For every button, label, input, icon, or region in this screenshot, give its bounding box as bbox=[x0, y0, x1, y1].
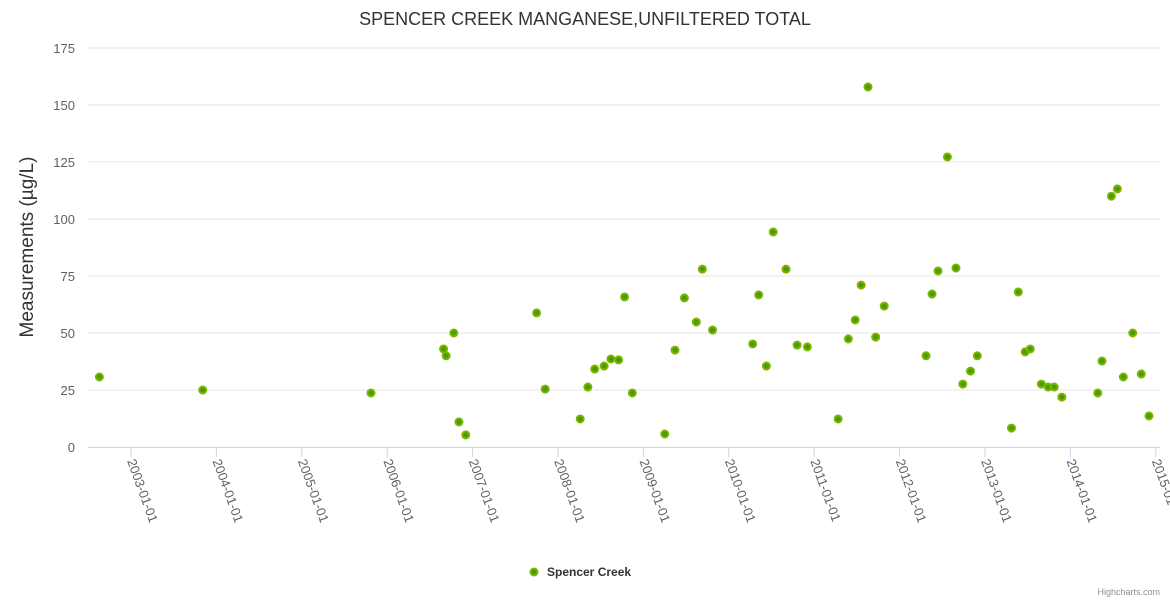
data-point bbox=[1006, 423, 1016, 433]
credits-link[interactable]: Highcharts.com bbox=[1097, 587, 1160, 597]
data-point bbox=[965, 366, 975, 376]
data-point bbox=[583, 382, 593, 392]
y-tick-label: 175 bbox=[53, 41, 75, 56]
data-point bbox=[606, 354, 616, 364]
data-point bbox=[454, 417, 464, 427]
data-point bbox=[761, 361, 771, 371]
data-point bbox=[697, 264, 707, 274]
y-axis-title: Measurements (µg/L) bbox=[17, 157, 38, 338]
data-point bbox=[754, 290, 764, 300]
y-tick-label: 100 bbox=[53, 212, 75, 227]
data-point bbox=[863, 82, 873, 92]
x-tick-label: 2004-01-01 bbox=[210, 457, 247, 525]
data-point bbox=[1093, 388, 1103, 398]
x-tick-label: 2007-01-01 bbox=[466, 457, 503, 525]
data-point bbox=[1128, 328, 1138, 338]
data-point bbox=[590, 364, 600, 374]
data-point bbox=[942, 152, 952, 162]
data-point bbox=[1097, 356, 1107, 366]
data-point bbox=[856, 280, 866, 290]
data-point bbox=[927, 289, 937, 299]
data-point bbox=[441, 351, 451, 361]
data-point bbox=[660, 429, 670, 439]
data-point bbox=[833, 414, 843, 424]
data-point bbox=[708, 325, 718, 335]
data-point bbox=[1106, 191, 1116, 201]
data-point bbox=[599, 361, 609, 371]
data-point bbox=[850, 315, 860, 325]
x-tick-label: 2006-01-01 bbox=[380, 457, 417, 525]
x-tick-label: 2005-01-01 bbox=[295, 457, 332, 525]
x-tick-label: 2012-01-01 bbox=[893, 457, 930, 525]
x-tick-label: 2011-01-01 bbox=[807, 457, 844, 524]
y-tick-label: 75 bbox=[61, 269, 75, 284]
x-tick-label: 2009-01-01 bbox=[637, 457, 674, 525]
data-point bbox=[1144, 411, 1154, 421]
data-point bbox=[627, 388, 637, 398]
x-tick-label: 2013-01-01 bbox=[978, 457, 1015, 525]
data-point bbox=[871, 332, 881, 342]
data-point bbox=[1136, 369, 1146, 379]
data-point bbox=[921, 351, 931, 361]
legend-item-spencer-creek[interactable]: Spencer Creek bbox=[529, 565, 632, 579]
data-point bbox=[532, 308, 542, 318]
data-point bbox=[679, 293, 689, 303]
data-point bbox=[620, 292, 630, 302]
y-tick-label: 150 bbox=[53, 98, 75, 113]
data-point bbox=[843, 334, 853, 344]
legend-label: Spencer Creek bbox=[547, 565, 631, 579]
data-point bbox=[449, 328, 459, 338]
data-point bbox=[198, 385, 208, 395]
x-tick-label: 2003-01-01 bbox=[124, 457, 161, 525]
data-point bbox=[94, 372, 104, 382]
data-point bbox=[802, 342, 812, 352]
x-tick-label: 2008-01-01 bbox=[551, 457, 588, 525]
x-tick-label: 2010-01-01 bbox=[722, 457, 759, 525]
data-point bbox=[1057, 392, 1067, 402]
data-point bbox=[366, 388, 376, 398]
data-point bbox=[461, 430, 471, 440]
x-tick-label: 2015-01-01 bbox=[1149, 457, 1170, 525]
data-point bbox=[1049, 382, 1059, 392]
data-point bbox=[670, 345, 680, 355]
data-point bbox=[1112, 184, 1122, 194]
data-point bbox=[792, 340, 802, 350]
data-point bbox=[972, 351, 982, 361]
y-tick-label: 0 bbox=[68, 440, 75, 455]
chart-title: SPENCER CREEK MANGANESE,UNFILTERED TOTAL bbox=[359, 9, 811, 29]
x-tick-label: 2014-01-01 bbox=[1064, 457, 1101, 525]
y-tick-label: 125 bbox=[53, 155, 75, 170]
data-point bbox=[768, 227, 778, 237]
data-point bbox=[540, 384, 550, 394]
data-point bbox=[958, 379, 968, 389]
legend-marker bbox=[529, 567, 539, 577]
data-point bbox=[614, 355, 624, 365]
y-tick-label: 50 bbox=[61, 326, 75, 341]
data-point bbox=[1013, 287, 1023, 297]
data-point bbox=[879, 301, 889, 311]
data-point bbox=[748, 339, 758, 349]
data-point bbox=[575, 414, 585, 424]
data-point bbox=[933, 266, 943, 276]
data-point bbox=[1025, 344, 1035, 354]
data-point bbox=[781, 264, 791, 274]
data-point bbox=[1118, 372, 1128, 382]
data-point bbox=[691, 317, 701, 327]
data-point bbox=[951, 263, 961, 273]
y-tick-label: 25 bbox=[61, 383, 75, 398]
